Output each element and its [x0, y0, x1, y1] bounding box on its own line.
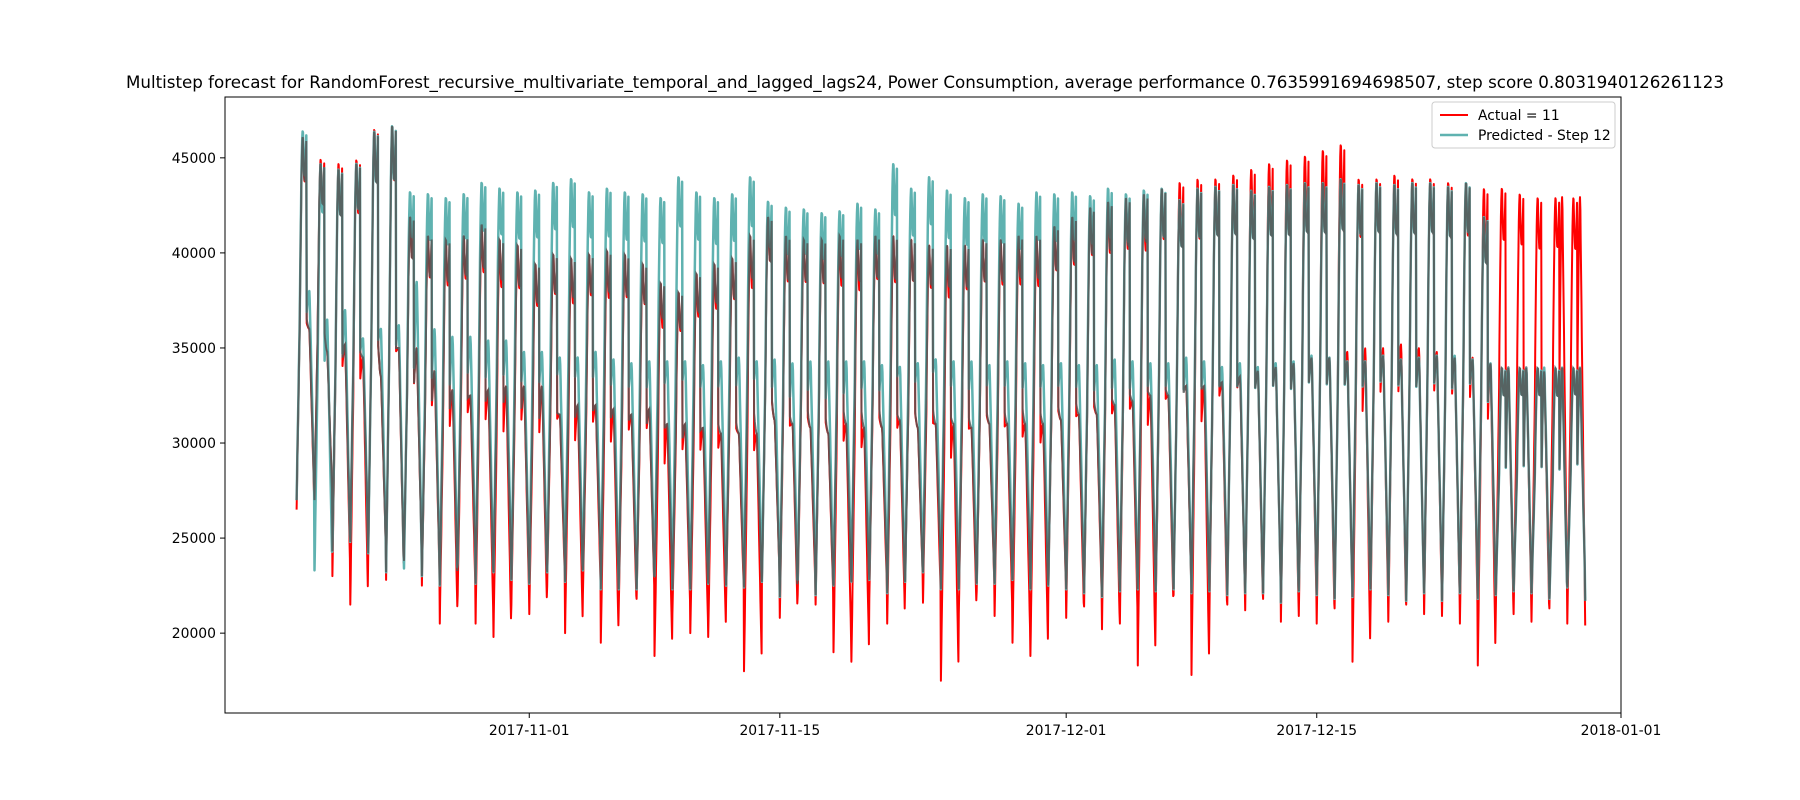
- y-tick-label: 45000: [172, 151, 216, 167]
- legend-label-predicted: Predicted - Step 12: [1478, 128, 1611, 144]
- y-tick-label: 35000: [172, 341, 216, 357]
- chart-title: Multistep forecast for RandomForest_recu…: [126, 72, 1724, 93]
- legend-box: [1431, 101, 1616, 149]
- legend: Actual = 11 Predicted - Step 12: [1431, 101, 1616, 149]
- series-overlap-line: [295, 125, 1587, 603]
- x-axis: 2017-11-01 2017-11-15 2017-12-01 2017-12-15…: [489, 713, 1661, 739]
- series-line-actual: [295, 125, 1587, 682]
- plot-area: [224, 96, 1622, 714]
- y-tick-label: 20000: [172, 626, 216, 642]
- y-tick-label: 40000: [172, 246, 216, 262]
- x-tick-label: 2018-01-01: [1581, 723, 1662, 739]
- y-tick-label: 30000: [172, 436, 216, 452]
- series-layer: [295, 125, 1587, 682]
- x-tick-label: 2017-12-15: [1276, 723, 1357, 739]
- axes-frame: [224, 96, 1622, 714]
- y-axis: 20000 25000 30000 35000 40000 45000: [172, 151, 225, 642]
- x-tick-label: 2017-11-15: [739, 723, 820, 739]
- legend-label-actual: Actual = 11: [1478, 108, 1560, 124]
- y-tick-label: 25000: [172, 531, 216, 547]
- x-tick-label: 2017-11-01: [489, 723, 570, 739]
- x-tick-label: 2017-12-01: [1026, 723, 1107, 739]
